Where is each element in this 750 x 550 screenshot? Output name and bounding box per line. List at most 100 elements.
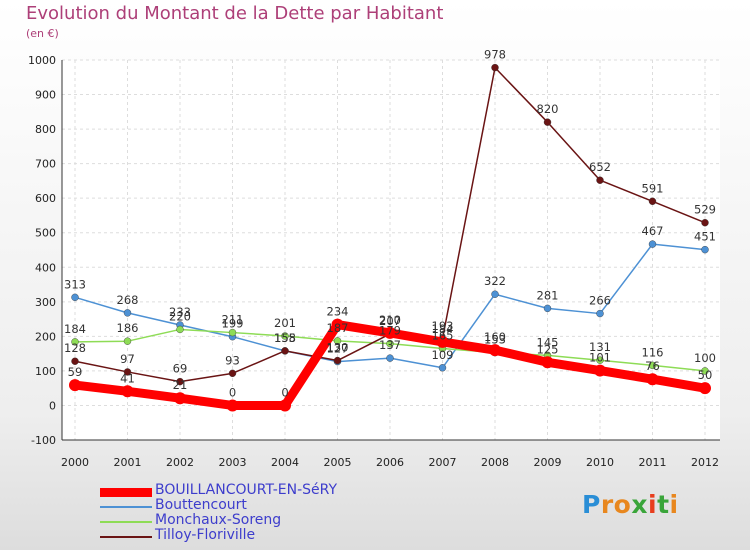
data-label-3: 193 xyxy=(432,319,454,333)
data-point-1 xyxy=(701,245,709,254)
data-label-3: 128 xyxy=(64,341,86,355)
data-label-2: 211 xyxy=(222,313,244,327)
data-point-0 xyxy=(384,326,396,339)
data-label-2: 116 xyxy=(642,345,664,359)
data-label-2: 186 xyxy=(117,321,139,335)
data-point-2 xyxy=(333,337,342,345)
proxiti-logo: Proxiti xyxy=(582,490,679,519)
data-point-2 xyxy=(386,339,394,348)
data-label-0: 210 xyxy=(379,313,401,327)
data-point-0 xyxy=(436,335,449,348)
data-label-0: 125 xyxy=(537,342,559,356)
data-point-1 xyxy=(123,309,132,317)
data-label-0: 50 xyxy=(698,368,713,382)
data-label-2: 100 xyxy=(694,351,716,365)
x-tick-label: 2006 xyxy=(376,456,404,469)
data-label-1: 451 xyxy=(694,230,716,244)
legend-swatch-2 xyxy=(100,521,152,523)
y-tick-label: 400 xyxy=(35,261,56,274)
data-label-1: 137 xyxy=(379,338,401,352)
y-tick-label: 700 xyxy=(35,158,56,171)
data-point-2 xyxy=(596,356,604,364)
data-label-0: 76 xyxy=(645,359,660,373)
data-point-0 xyxy=(279,399,291,412)
data-point-0 xyxy=(699,382,711,395)
data-label-1: 199 xyxy=(222,317,244,331)
data-label-2: 220 xyxy=(169,309,191,323)
data-label-0: 59 xyxy=(68,365,83,379)
data-label-1: 233 xyxy=(169,305,191,319)
x-tick-label: 2004 xyxy=(271,456,299,469)
data-point-1 xyxy=(491,290,499,298)
logo-letter: P xyxy=(582,490,601,519)
chart-title: Evolution du Montant de la Dette par Hab… xyxy=(26,3,444,24)
data-point-0 xyxy=(594,364,606,377)
data-label-3: 130 xyxy=(327,341,349,355)
y-tick-label: 900 xyxy=(35,89,56,102)
legend-label-0: BOUILLANCOURT-EN-SéRY xyxy=(155,482,338,498)
logo-letter: i xyxy=(669,490,679,519)
data-point-2 xyxy=(281,332,289,340)
legend-swatch-0 xyxy=(100,487,152,497)
x-tick-label: 2011 xyxy=(639,456,667,469)
data-label-0: 0 xyxy=(229,385,236,399)
data-point-3 xyxy=(543,118,552,126)
data-point-0 xyxy=(121,385,134,398)
data-label-0: 41 xyxy=(120,371,135,385)
data-point-1 xyxy=(438,364,447,372)
legend-swatch-3 xyxy=(100,536,152,538)
y-tick-label: 500 xyxy=(35,227,56,240)
data-label-2: 179 xyxy=(379,324,401,338)
data-label-1: 127 xyxy=(327,342,349,356)
data-label-3: 207 xyxy=(379,314,401,328)
data-point-3 xyxy=(71,357,79,365)
data-label-3: 591 xyxy=(642,181,664,195)
x-tick-label: 2001 xyxy=(114,456,142,469)
data-point-2 xyxy=(123,337,132,345)
data-label-0: 160 xyxy=(484,330,506,344)
data-point-3 xyxy=(281,347,289,355)
x-tick-label: 2009 xyxy=(534,456,562,469)
data-label-2: 201 xyxy=(274,316,296,330)
legend-label-1: Bouttencourt xyxy=(155,497,247,513)
data-point-2 xyxy=(648,361,657,370)
unit-label: (en €) xyxy=(26,27,59,40)
data-label-2: 131 xyxy=(589,340,611,354)
y-tick-label: 300 xyxy=(35,296,56,309)
data-point-2 xyxy=(228,328,237,337)
data-label-3: 97 xyxy=(120,352,135,366)
y-tick-label: 0 xyxy=(49,399,56,412)
data-point-1 xyxy=(71,293,79,302)
logo-letter: t xyxy=(657,490,670,519)
data-label-0: 234 xyxy=(327,305,349,319)
line-chart: -100010020030040050060070080090010002000… xyxy=(28,48,720,469)
legend-label-3: Tilloy-Floriville xyxy=(155,527,256,543)
data-point-3 xyxy=(491,63,499,72)
y-tick-label: 200 xyxy=(35,330,56,343)
data-label-0: 101 xyxy=(589,351,611,365)
data-point-0 xyxy=(69,379,81,392)
data-label-3: 820 xyxy=(537,102,559,116)
data-label-0: 21 xyxy=(173,378,188,392)
plot-area xyxy=(62,60,720,440)
data-label-1: 158 xyxy=(274,331,296,345)
y-tick-label: 1000 xyxy=(28,54,56,67)
data-point-3 xyxy=(648,197,657,205)
data-label-1: 281 xyxy=(537,288,559,302)
x-tick-label: 2002 xyxy=(166,456,194,469)
data-point-0 xyxy=(174,392,186,405)
data-point-2 xyxy=(71,338,79,346)
y-tick-label: 100 xyxy=(35,365,56,378)
data-label-2: 153 xyxy=(484,333,506,347)
data-label-2: 145 xyxy=(537,335,559,349)
data-point-0 xyxy=(331,318,344,331)
y-tick-label: -100 xyxy=(31,434,56,447)
data-point-2 xyxy=(701,367,709,375)
y-tick-label: 600 xyxy=(35,192,56,205)
data-label-2: 165 xyxy=(432,328,454,342)
data-label-1: 313 xyxy=(64,277,86,291)
legend-label-2: Monchaux-Soreng xyxy=(155,512,282,528)
data-label-2: 187 xyxy=(327,321,349,335)
data-label-1: 109 xyxy=(432,348,454,362)
